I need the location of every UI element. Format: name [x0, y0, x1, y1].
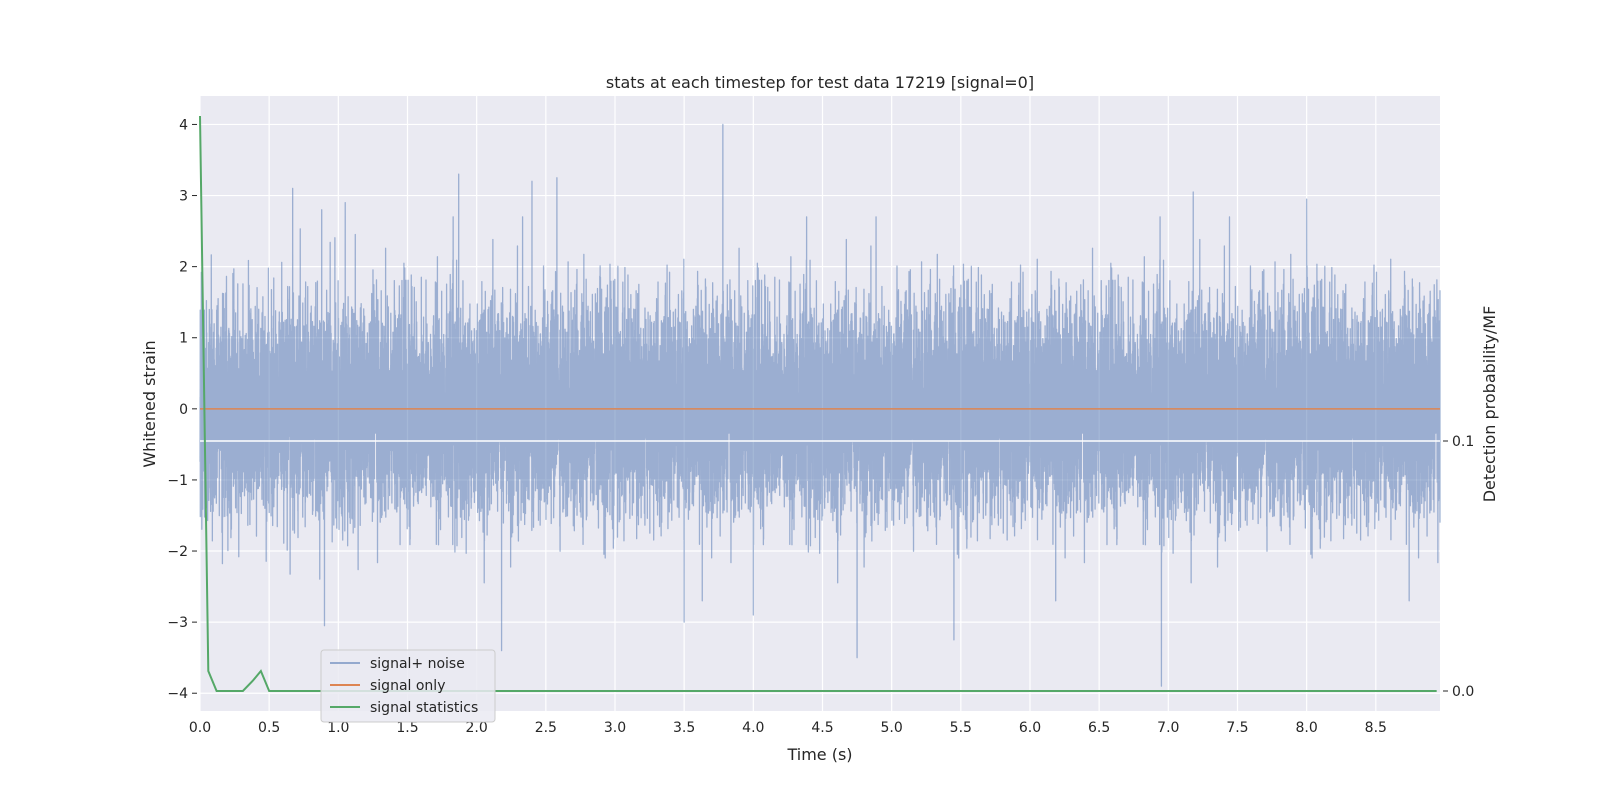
y-tick-label: −2 — [167, 544, 188, 560]
y-tick-label: −1 — [167, 473, 188, 489]
y2-tick-label: 0.0 — [1452, 684, 1474, 700]
x-tick-label: 2.0 — [466, 720, 488, 736]
x-axis-ticks: 0.0 0.5 1.0 1.5 2.0 2.5 3.0 3.5 4.0 4.5 5.0 5.5 6.0 6… — [189, 720, 1387, 736]
y-tick-label: 3 — [179, 189, 188, 205]
y-tick-label: −3 — [167, 615, 188, 631]
y2-tick-label: 0.1 — [1452, 434, 1474, 450]
legend-box — [320, 649, 496, 723]
y2-axis-label: Detection probability/MF — [1480, 306, 1499, 503]
series-line-signal-statistics — [199, 115, 1437, 692]
x-tick-label: 7.5 — [1226, 720, 1248, 736]
y-tick-label: 1 — [179, 331, 188, 347]
legend-label-signal-noise: signal+ noise — [370, 656, 465, 672]
series-signal-statistics — [199, 115, 1437, 692]
x-tick-label: 1.0 — [327, 720, 349, 736]
y-tick-label: −4 — [167, 686, 188, 702]
x-axis-label: Time (s) — [786, 745, 852, 764]
y-axis-label: Whitened strain — [140, 340, 159, 467]
x-tick-label: 0.0 — [189, 720, 211, 736]
legend-label-signal-only: signal only — [370, 678, 445, 694]
chart-title: stats at each timestep for test data 172… — [606, 73, 1034, 92]
x-tick-label: 6.0 — [1019, 720, 1041, 736]
y2-axis-ticks: 0.1 0.0 — [1443, 434, 1474, 700]
x-tick-label: 5.5 — [950, 720, 972, 736]
legend: signal+ noise signal only signal statist… — [320, 649, 496, 723]
x-tick-label: 5.0 — [881, 720, 903, 736]
x-tick-label: 0.5 — [258, 720, 280, 736]
x-tick-label: 7.0 — [1157, 720, 1179, 736]
x-tick-label: 8.0 — [1296, 720, 1318, 736]
series-signal-noise — [199, 123, 1441, 687]
series-line-signal-noise — [199, 123, 1441, 687]
legend-label-signal-statistics: signal statistics — [370, 700, 478, 716]
y-tick-label: 4 — [179, 117, 188, 133]
x-tick-label: 3.0 — [604, 720, 626, 736]
x-tick-label: 1.5 — [396, 720, 418, 736]
y-axis-ticks: 4 3 2 1 0 −1 −2 −3 −4 — [167, 117, 197, 702]
x-tick-label: 6.5 — [1088, 720, 1110, 736]
x-tick-label: 8.5 — [1365, 720, 1387, 736]
x-tick-label: 3.5 — [673, 720, 695, 736]
y-tick-label: 0 — [179, 402, 188, 418]
y-tick-label: 2 — [179, 260, 188, 276]
x-tick-label: 2.5 — [535, 720, 557, 736]
x-tick-label: 4.0 — [742, 720, 764, 736]
x-tick-label: 4.5 — [811, 720, 833, 736]
